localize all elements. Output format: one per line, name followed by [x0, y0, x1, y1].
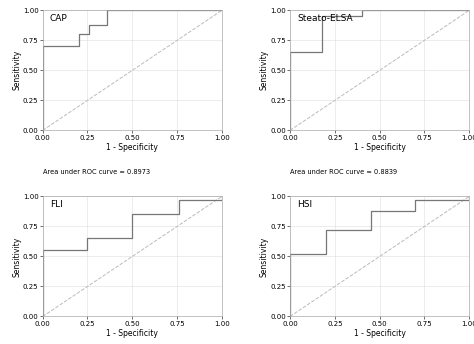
Text: CAP: CAP — [50, 14, 68, 23]
X-axis label: 1 - Specificity: 1 - Specificity — [106, 330, 158, 338]
Text: Area under ROC curve = 0.8973: Area under ROC curve = 0.8973 — [43, 169, 150, 175]
X-axis label: 1 - Specificity: 1 - Specificity — [354, 330, 406, 338]
Y-axis label: Sensitivity: Sensitivity — [12, 50, 21, 90]
X-axis label: 1 - Specificity: 1 - Specificity — [106, 143, 158, 152]
Text: FLI: FLI — [50, 200, 63, 209]
Text: Area under ROC curve = 0.8839: Area under ROC curve = 0.8839 — [290, 169, 397, 175]
Text: Steato-ELSA: Steato-ELSA — [297, 14, 353, 23]
Y-axis label: Sensitivity: Sensitivity — [260, 236, 269, 277]
Y-axis label: Sensitivity: Sensitivity — [12, 236, 21, 277]
X-axis label: 1 - Specificity: 1 - Specificity — [354, 143, 406, 152]
Text: HSI: HSI — [297, 200, 312, 209]
Y-axis label: Sensitivity: Sensitivity — [260, 50, 269, 90]
